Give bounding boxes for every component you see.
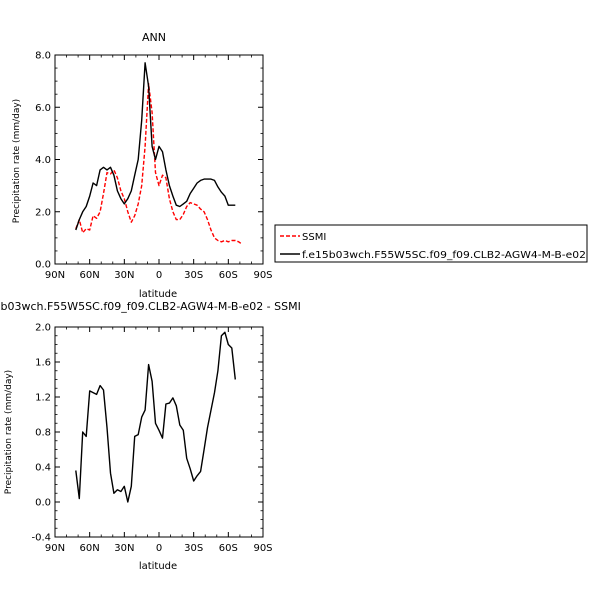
legend-label-model: f.e15b03wch.F55W5SC.f09_f09.CLB2-AGW4-M-… bbox=[302, 250, 586, 261]
chart-bottom-ytick-label: 2.0 bbox=[35, 323, 51, 334]
chart-top-ytick-label: 0.0 bbox=[35, 260, 51, 271]
chart-top-xtick-label: 90S bbox=[253, 270, 272, 281]
chart-top-xtick-label: 60N bbox=[80, 270, 100, 281]
chart-top-xtick-label: 30S bbox=[184, 270, 203, 281]
chart-bottom-ytick-label: 1.6 bbox=[35, 358, 51, 369]
chart-top-ytick-label: 2.0 bbox=[35, 207, 51, 218]
chart-top-title: ANN bbox=[142, 31, 166, 44]
chart-bottom-ytick-label: 0.4 bbox=[35, 463, 51, 474]
chart-top-series-line-0 bbox=[75, 82, 243, 245]
chart-top-ytick-label: 4.0 bbox=[35, 155, 51, 166]
chart-top-xtick-label: 0 bbox=[156, 270, 162, 281]
chart-bottom-xtick-label: 60N bbox=[80, 543, 100, 554]
chart-bottom-ytick-label: -0.4 bbox=[31, 533, 51, 544]
chart-bottom: f.e15b03wch.F55W5SC.f09_f09.CLB2-AGW4-M-… bbox=[0, 300, 301, 572]
legend-label-ssmi: SSMI bbox=[302, 232, 326, 243]
chart-top-ylabel: Precipitation rate (mm/day) bbox=[12, 99, 22, 223]
chart-top: ANN Precipitation rate (mm/day) latitude… bbox=[12, 31, 273, 300]
chart-top-xtick-label: 30N bbox=[114, 270, 134, 281]
chart-top-frame bbox=[54, 54, 264, 265]
chart-bottom-lines bbox=[75, 331, 236, 503]
chart-bottom-xlabel: latitude bbox=[139, 561, 177, 572]
chart-bottom-title: f.e15b03wch.F55W5SC.f09_f09.CLB2-AGW4-M-… bbox=[0, 300, 301, 313]
chart-bottom-xtick-label: 60S bbox=[219, 543, 238, 554]
chart-bottom-xtick-label: 0 bbox=[156, 543, 162, 554]
chart-top-xlabel: latitude bbox=[139, 289, 177, 300]
legend: SSMI f.e15b03wch.F55W5SC.f09_f09.CLB2-AG… bbox=[274, 224, 588, 263]
chart-bottom-ytick-label: 1.2 bbox=[35, 393, 51, 404]
chart-top-xtick-label: 90N bbox=[45, 270, 65, 281]
chart-top-ytick-label: 6.0 bbox=[35, 103, 51, 114]
chart-top-xtick-label: 60S bbox=[219, 270, 238, 281]
chart-bottom-ytick-label: 0.0 bbox=[35, 498, 51, 509]
chart-top-ytick-label: 8.0 bbox=[35, 51, 51, 62]
chart-bottom-xtick-label: 90S bbox=[253, 543, 272, 554]
chart-bottom-xtick-label: 30N bbox=[114, 543, 134, 554]
chart-bottom-xtick-label: 90N bbox=[45, 543, 65, 554]
chart-bottom-ytick-label: 0.8 bbox=[35, 428, 51, 439]
legend-box bbox=[274, 224, 588, 263]
chart-bottom-frame bbox=[54, 326, 264, 538]
chart-top-lines bbox=[75, 62, 243, 245]
chart-bottom-ticks: 90N 60N 30N 0 30S 60S 90S -0.4 0.0 0.4 0.8 1.2 1.6 2.… bbox=[31, 323, 272, 555]
chart-bottom-xtick-label: 30S bbox=[184, 543, 203, 554]
chart-bottom-series-line-0 bbox=[75, 331, 236, 503]
chart-top-series-line-1 bbox=[75, 62, 236, 231]
chart-bottom-ylabel: Precipitation rate (mm/day) bbox=[4, 370, 14, 494]
chart-top-ticks: 90N 60N 30N 0 30S 60S 90S 0.0 2.0 4.0 6.0 8.0 bbox=[35, 51, 272, 282]
